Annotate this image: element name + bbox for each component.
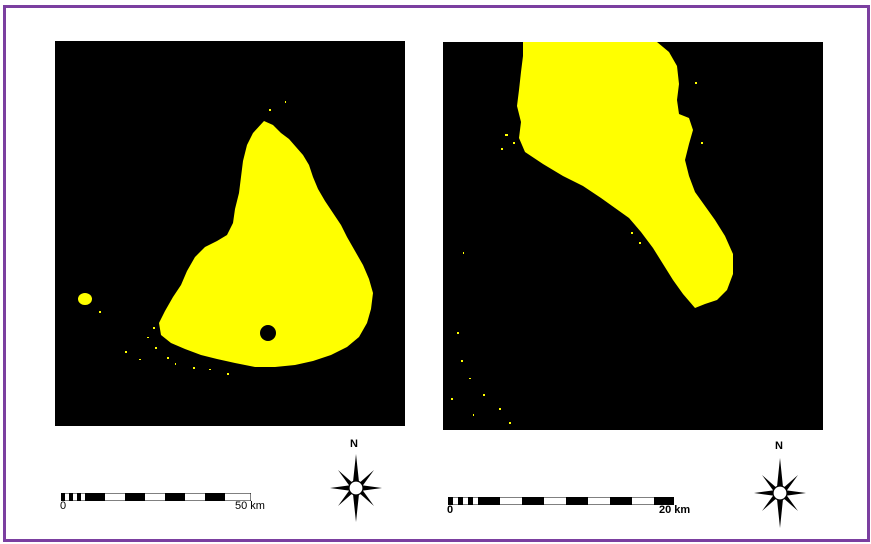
left-north-arrow-icon (330, 454, 382, 522)
left-map-panel (55, 41, 405, 426)
left-scale-start-label: 0 (60, 500, 67, 512)
left-scale-end-label: 50 km (235, 500, 265, 512)
right-map-image (443, 42, 823, 430)
right-water-body (517, 42, 733, 308)
left-small-pond (78, 293, 92, 305)
left-map-image (55, 41, 405, 426)
right-north-arrow-icon (754, 458, 806, 528)
left-scale-bar-graphic (60, 492, 252, 502)
right-north-label: N (775, 440, 783, 452)
right-scale-start-label: 0 (447, 504, 454, 516)
right-speckles (451, 82, 703, 424)
left-scale-bar (60, 488, 252, 502)
left-island (260, 325, 276, 341)
left-north-label: N (350, 438, 358, 450)
right-map-panel (443, 42, 823, 430)
left-speckles (99, 101, 286, 375)
left-water-body (159, 121, 373, 367)
right-scale-bar-graphic (447, 496, 675, 506)
right-scale-end-label: 20 km (659, 504, 691, 516)
figure-frame: 0 50 km N 0 20 km N (3, 5, 870, 542)
right-scale-bar (447, 492, 675, 506)
